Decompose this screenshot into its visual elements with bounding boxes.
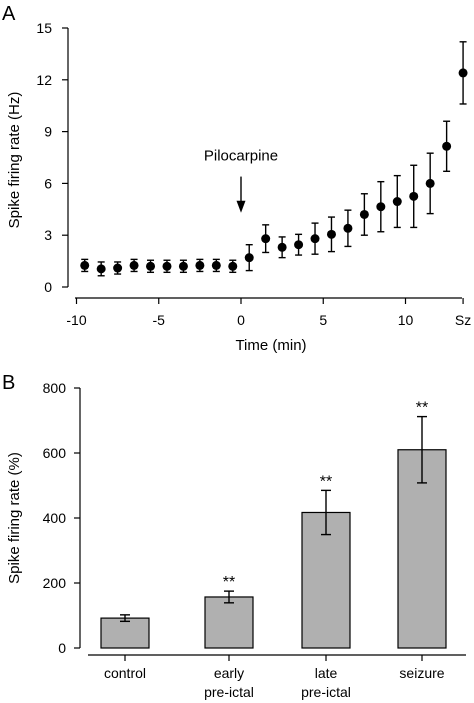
- panel-b-bar: [204, 596, 254, 649]
- panel-a-marker: [113, 263, 123, 273]
- panel-b-y-tick-label: 400: [43, 510, 67, 526]
- panel-a-y-tick-label: 9: [44, 124, 52, 140]
- panel-b-significance-label: **: [223, 574, 235, 591]
- panel-b-significance-label: **: [416, 400, 428, 417]
- panel-a-y-tick-label: 6: [44, 175, 52, 191]
- panel-a-marker: [146, 261, 156, 271]
- panel-a-point: [178, 259, 188, 274]
- panel-a-point: [146, 259, 156, 274]
- panel-a-marker: [228, 261, 238, 271]
- panel-a-marker: [458, 68, 468, 78]
- panel-b-category-label: seizure: [399, 665, 444, 681]
- panel-a-marker: [211, 260, 221, 270]
- panel-a-point: [343, 209, 353, 248]
- panel-b-category-label-line2: pre-ictal: [204, 684, 254, 700]
- panel-a-marker: [244, 253, 254, 263]
- panel-b-bars: control**earlypre-ictal**latepre-ictal**…: [100, 400, 447, 700]
- panel-a-marker: [376, 202, 386, 212]
- panel-b-y-ticks: 0 200 400 600 800: [43, 380, 80, 656]
- panel-a-point: [425, 152, 435, 215]
- panel-a-point: [80, 258, 90, 273]
- panel-a-point: [442, 120, 452, 173]
- panel-a-marker: [277, 242, 287, 252]
- panel-a-marker: [162, 261, 172, 271]
- panel-a-point: [310, 222, 320, 255]
- panel-b-category-label: control: [104, 665, 146, 681]
- panel-a-marker: [129, 260, 139, 270]
- panel-b-category-label-line2: pre-ictal: [301, 684, 351, 700]
- panel-b-bar-group: ** late pre-ictal: [301, 473, 351, 700]
- panel-a-point: [244, 243, 254, 272]
- panel-a-point: [376, 180, 386, 233]
- panel-a-marker: [359, 209, 369, 219]
- panel-a-y-tick-label: 15: [36, 20, 52, 36]
- pilocarpine-arrow-head-icon: [236, 200, 246, 213]
- panel-b-y-tick-label: 0: [58, 640, 66, 656]
- panel-a-y-tick-label: 3: [44, 227, 52, 243]
- panel-b-letter: B: [2, 372, 15, 394]
- panel-a-point: [96, 261, 106, 277]
- panel-a-marker: [409, 191, 419, 201]
- panel-b-category-label: late: [315, 665, 338, 681]
- panel-a-y-tick-label: 0: [44, 279, 52, 295]
- panel-a-marker: [425, 178, 435, 188]
- panel-b-y-tick-label: 800: [43, 380, 67, 396]
- pilocarpine-label: Pilocarpine: [204, 148, 278, 165]
- panel-a-marker: [261, 234, 271, 244]
- panel-a-x-axis-title: Time (min): [235, 337, 306, 354]
- panel-b: B Spike firing rate (%) 0 200 400 600 800 co…: [2, 372, 466, 700]
- panel-a-point: [458, 41, 468, 105]
- panel-a-marker: [326, 229, 336, 239]
- panel-a-marker: [310, 234, 320, 244]
- panel-a-point: [129, 258, 139, 273]
- panel-a-point: [195, 258, 205, 273]
- panel-a-point: [113, 261, 123, 275]
- panel-b-category-label: early: [214, 665, 244, 681]
- panel-a-x-ticks: -10 -5 0 5 10 Sz: [66, 298, 471, 328]
- panel-b-y-tick-label: 600: [43, 445, 67, 461]
- panel-b-bar-group: ** early pre-ictal: [204, 574, 254, 700]
- panel-a-x-tick-label: Sz: [455, 312, 471, 328]
- panel-a-marker: [80, 260, 90, 270]
- panel-b-y-axis-title: Spike firing rate (%): [6, 452, 23, 584]
- panel-a-x-tick-label: 10: [398, 312, 414, 328]
- panel-a-letter: A: [2, 3, 16, 25]
- panel-a-marker: [392, 197, 402, 207]
- panel-b-bar-group: ** seizure: [397, 400, 447, 681]
- panel-a-marker: [442, 141, 452, 151]
- panel-b-bar-group: control: [100, 614, 150, 681]
- panel-a: A Spike firing rate (Hz) Time (min) 0 3 6 9…: [2, 3, 471, 354]
- panel-a-marker: [195, 260, 205, 270]
- panel-b-bar: [397, 449, 447, 649]
- panel-b-y-tick-label: 200: [43, 575, 67, 591]
- panel-a-y-axis-title: Spike firing rate (Hz): [6, 92, 23, 229]
- panel-a-points: [80, 41, 468, 277]
- panel-a-x-tick-label: -10: [66, 312, 86, 328]
- panel-a-point: [359, 193, 369, 236]
- panel-a-point: [326, 216, 336, 253]
- panel-a-point: [261, 224, 271, 254]
- panel-a-marker: [178, 261, 188, 271]
- panel-a-point: [294, 233, 304, 256]
- panel-b-bar: [100, 617, 150, 649]
- panel-a-marker: [294, 240, 304, 250]
- panel-a-point: [409, 164, 419, 229]
- panel-a-y-ticks: 0 3 6 9 12 15: [36, 20, 68, 295]
- panel-b-significance-label: **: [320, 473, 332, 490]
- panel-a-point: [162, 259, 172, 274]
- panel-a-point: [211, 258, 221, 273]
- pilocarpine-annotation: Pilocarpine: [204, 148, 278, 213]
- panel-a-x-tick-label: -5: [153, 312, 166, 328]
- panel-a-point: [228, 259, 238, 274]
- panel-a-marker: [96, 264, 106, 274]
- panel-a-x-tick-label: 0: [237, 312, 245, 328]
- panel-a-y-tick-label: 12: [36, 72, 52, 88]
- panel-a-point: [392, 174, 402, 229]
- panel-a-marker: [343, 223, 353, 233]
- panel-a-x-tick-label: 5: [319, 312, 327, 328]
- panel-a-point: [277, 236, 287, 259]
